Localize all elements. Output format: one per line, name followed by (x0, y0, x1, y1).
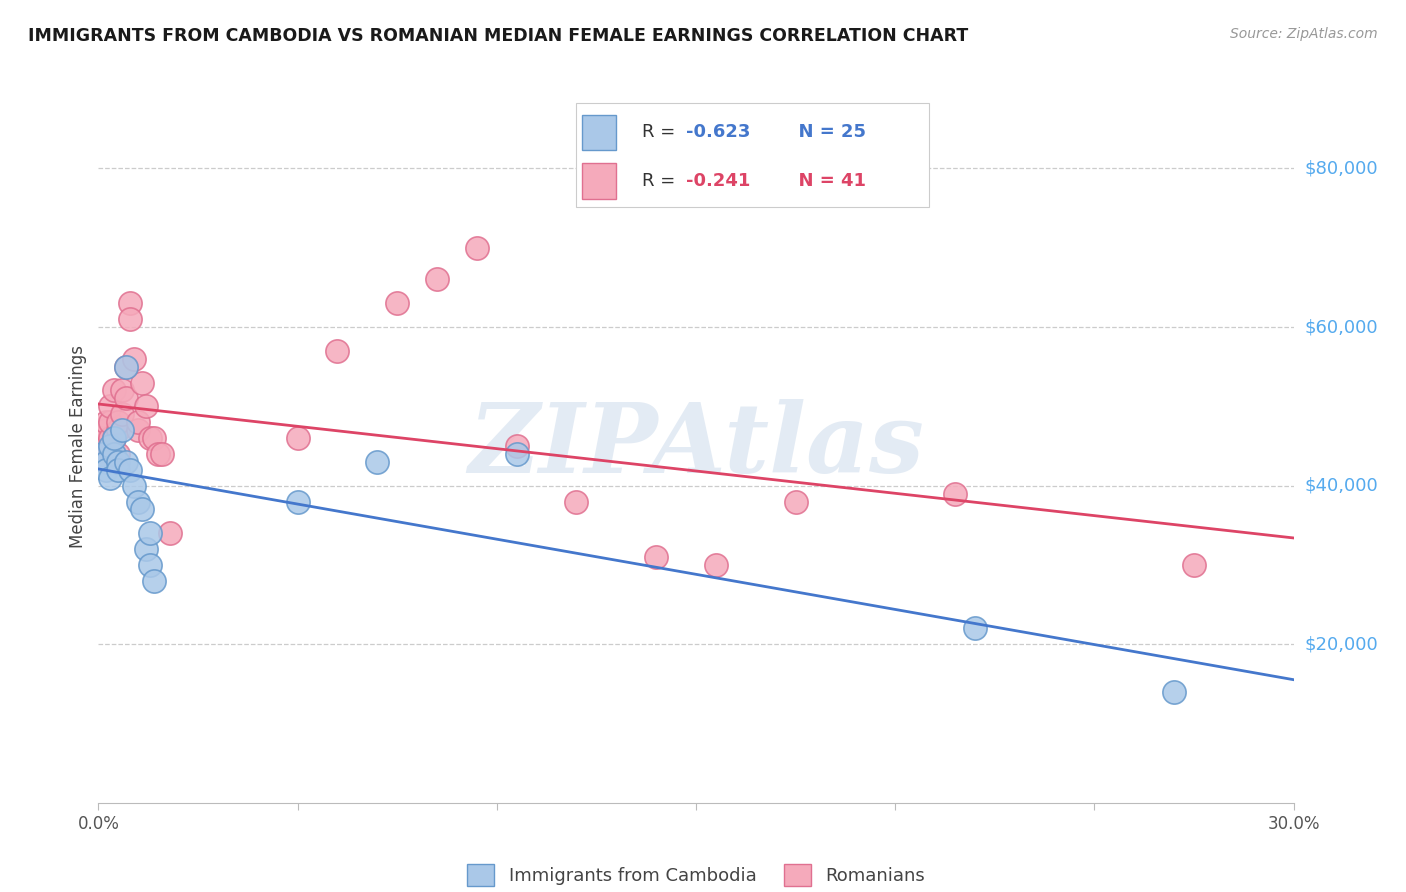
Point (326, 343, 349, 358)
Text: N = 25: N = 25 (786, 123, 866, 142)
FancyBboxPatch shape (576, 103, 929, 207)
Text: $20,000: $20,000 (1305, 635, 1378, 653)
Point (103, 431, 125, 445)
Point (115, 359, 138, 374)
Point (135, 542, 157, 557)
Text: Source: ZipAtlas.com: Source: ZipAtlas.com (1230, 27, 1378, 41)
Point (120, 296, 142, 310)
Point (120, 312, 142, 326)
Point (127, 415, 149, 429)
Point (96, 463, 118, 477)
Point (96, 415, 118, 429)
Point (704, 558, 727, 572)
Point (943, 486, 966, 500)
Point (96, 423, 118, 437)
Point (127, 494, 149, 508)
Point (98, 431, 122, 445)
Point (1182, 558, 1205, 572)
Point (107, 455, 129, 469)
Text: $40,000: $40,000 (1305, 476, 1378, 495)
Point (107, 423, 129, 437)
Point (103, 431, 125, 445)
Legend: Immigrants from Cambodia, Romanians: Immigrants from Cambodia, Romanians (460, 857, 932, 892)
Text: $80,000: $80,000 (1305, 160, 1378, 178)
Text: R =: R = (643, 172, 681, 190)
Text: ZIPAtlas: ZIPAtlas (468, 399, 924, 493)
Point (159, 526, 181, 541)
Point (120, 463, 142, 477)
Point (111, 423, 134, 437)
Point (385, 296, 409, 310)
Point (98, 439, 122, 453)
Point (506, 447, 529, 461)
Point (143, 431, 166, 445)
Point (143, 574, 166, 588)
Point (115, 392, 138, 406)
FancyBboxPatch shape (582, 163, 616, 199)
Point (124, 478, 146, 492)
Point (111, 407, 134, 421)
Text: $60,000: $60,000 (1305, 318, 1378, 336)
Point (96, 439, 118, 453)
Point (91, 447, 114, 461)
Point (287, 494, 309, 508)
Point (287, 431, 309, 445)
Point (98, 471, 122, 485)
Point (139, 558, 162, 572)
Point (107, 415, 129, 429)
Point (127, 423, 149, 437)
Point (131, 502, 153, 516)
Point (366, 455, 388, 469)
Point (91, 431, 114, 445)
FancyBboxPatch shape (582, 114, 616, 150)
Text: -0.241: -0.241 (686, 172, 751, 190)
Point (785, 494, 807, 508)
Point (124, 351, 146, 366)
Point (96, 455, 118, 469)
Point (131, 376, 153, 390)
Text: R =: R = (643, 123, 681, 142)
Point (150, 447, 173, 461)
Point (98, 400, 122, 414)
Point (98, 415, 122, 429)
Point (107, 447, 129, 461)
Text: IMMIGRANTS FROM CAMBODIA VS ROMANIAN MEDIAN FEMALE EARNINGS CORRELATION CHART: IMMIGRANTS FROM CAMBODIA VS ROMANIAN MED… (28, 27, 969, 45)
Point (107, 463, 129, 477)
Point (111, 384, 134, 398)
Y-axis label: Median Female Earnings: Median Female Earnings (69, 344, 87, 548)
Point (506, 439, 529, 453)
Point (565, 494, 588, 508)
Point (1163, 685, 1185, 699)
Point (465, 241, 488, 255)
Point (91, 447, 114, 461)
Point (148, 447, 170, 461)
Text: N = 41: N = 41 (786, 172, 866, 190)
Point (645, 549, 668, 564)
Point (963, 621, 986, 635)
Point (139, 431, 162, 445)
Point (103, 447, 125, 461)
Point (139, 526, 162, 541)
Point (115, 455, 138, 469)
Point (426, 272, 449, 286)
Point (135, 400, 157, 414)
Point (103, 384, 125, 398)
Point (115, 359, 138, 374)
Text: -0.623: -0.623 (686, 123, 751, 142)
